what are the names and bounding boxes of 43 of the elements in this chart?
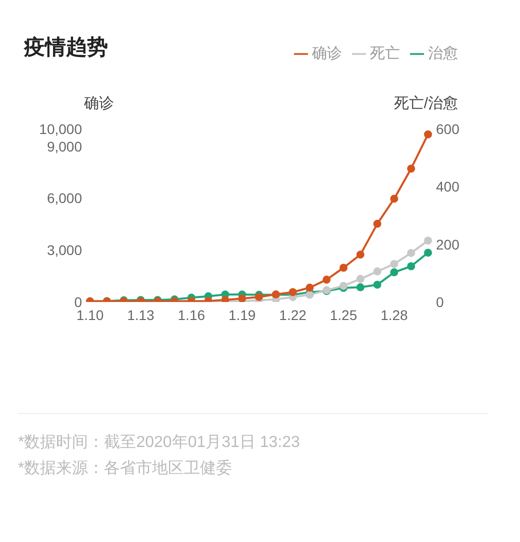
- point: [306, 284, 314, 292]
- point: [407, 262, 416, 270]
- point: [407, 164, 416, 173]
- point: [390, 268, 398, 276]
- y2-tick-label: 0: [436, 294, 444, 310]
- point: [373, 280, 382, 289]
- legend-label: 死亡: [370, 45, 400, 62]
- point: [373, 220, 382, 228]
- y-tick-label: 9,000: [46, 138, 82, 154]
- chart-title: 疫情趋势: [24, 36, 108, 59]
- point: [322, 276, 331, 284]
- point: [424, 248, 432, 257]
- x-tick-label: 1.19: [228, 306, 256, 323]
- point: [373, 267, 382, 276]
- point: [424, 130, 432, 138]
- y-tick-label: 6,000: [46, 190, 82, 206]
- y2-tick-label: 400: [436, 178, 460, 195]
- legend-label: 确诊: [312, 45, 342, 62]
- x-tick-label: 1.22: [279, 306, 307, 323]
- point: [238, 294, 246, 302]
- y-tick-label: 3,000: [46, 242, 82, 258]
- point: [288, 288, 297, 296]
- point: [340, 264, 348, 272]
- y-axis-title: 确诊: [84, 94, 114, 113]
- text: *数据时间：截至2020年01月31日 13:23: [18, 432, 301, 453]
- y-tick-label: 10,000: [39, 120, 82, 137]
- x-tick-label: 1.13: [127, 306, 155, 323]
- point: [306, 290, 314, 299]
- y2-axis-title: 死亡/治愈: [394, 94, 458, 113]
- point: [356, 250, 364, 259]
- point: [356, 283, 364, 292]
- legend-label: 治愈: [428, 45, 458, 62]
- text: *数据来源：各省市地区卫健委: [18, 458, 234, 479]
- y2-tick-label: 600: [436, 120, 460, 137]
- x-tick-label: 1.28: [380, 306, 408, 323]
- x-tick-label: 1.16: [178, 306, 206, 323]
- point: [407, 248, 416, 257]
- y2-tick-label: 200: [436, 236, 460, 252]
- point: [390, 260, 398, 268]
- x-tick-label: 1.25: [330, 306, 358, 323]
- point: [356, 274, 364, 283]
- point: [390, 194, 398, 203]
- point: [424, 236, 432, 245]
